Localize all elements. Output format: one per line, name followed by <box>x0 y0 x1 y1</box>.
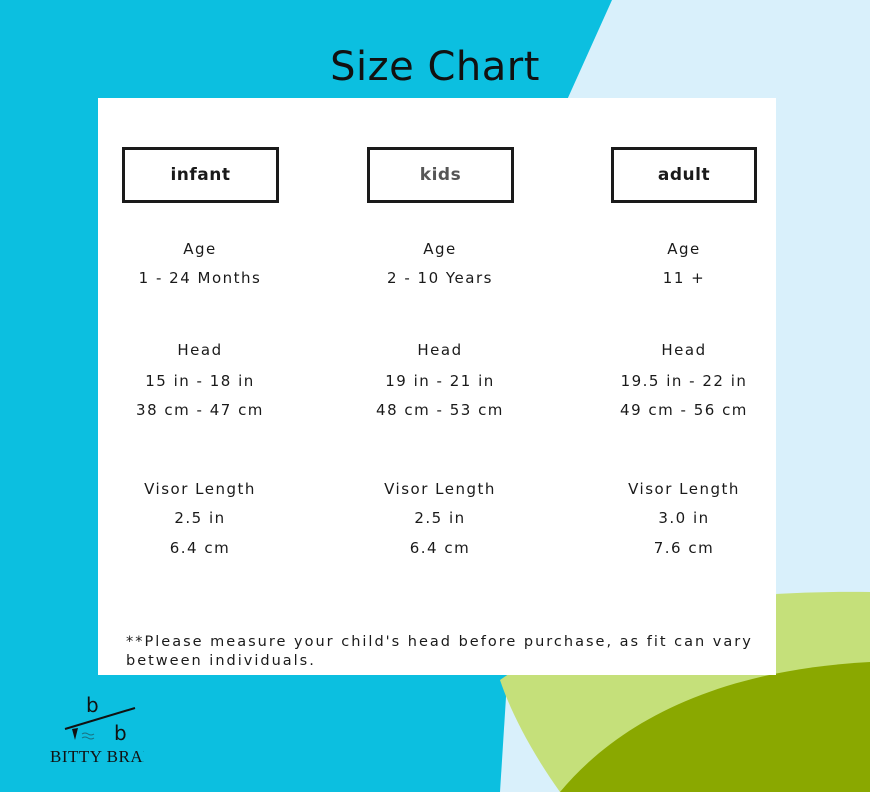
age-label: Age <box>667 240 701 258</box>
head-label: Head <box>661 341 707 359</box>
head-in: 15 in - 18 in <box>145 372 255 390</box>
head-in: 19 in - 21 in <box>385 372 495 390</box>
svg-text:b: b <box>86 693 99 717</box>
measurement-note: **Please measure your child's head befor… <box>126 634 753 669</box>
head-cm: 48 cm - 53 cm <box>376 401 504 419</box>
visor-in: 2.5 in <box>174 509 226 527</box>
visor-cm: 6.4 cm <box>409 539 471 557</box>
hill-dark <box>560 662 870 792</box>
visor-label: Visor Length <box>628 480 740 498</box>
age-value: 1 - 24 Months <box>138 269 262 287</box>
head-cm: 38 cm - 47 cm <box>136 401 264 419</box>
page-title: Size Chart <box>330 44 540 90</box>
head-in: 19.5 in - 22 in <box>620 372 748 390</box>
visor-label: Visor Length <box>384 480 496 498</box>
svg-text:b: b <box>114 721 127 745</box>
age-label: Age <box>423 240 457 258</box>
visor-in: 3.0 in <box>658 509 710 527</box>
infant-header: infant <box>122 147 279 203</box>
logo-text: BITTY BRAH <box>50 747 144 766</box>
head-label: Head <box>177 341 223 359</box>
visor-cm: 6.4 cm <box>169 539 231 557</box>
visor-label: Visor Length <box>144 480 256 498</box>
head-cm: 49 cm - 56 cm <box>620 401 748 419</box>
adult-header: adult <box>611 147 757 203</box>
visor-in: 2.5 in <box>414 509 466 527</box>
bitty-brah-logo-icon: b b <box>64 693 136 745</box>
age-value: 2 - 10 Years <box>387 269 493 287</box>
age-label: Age <box>183 240 217 258</box>
age-value: 11 + <box>662 269 706 287</box>
kids-header: kids <box>367 147 514 203</box>
head-label: Head <box>417 341 463 359</box>
size-chart-card: infant kids adult Age 1 - 24 Months Head… <box>98 98 776 675</box>
visor-cm: 7.6 cm <box>653 539 715 557</box>
